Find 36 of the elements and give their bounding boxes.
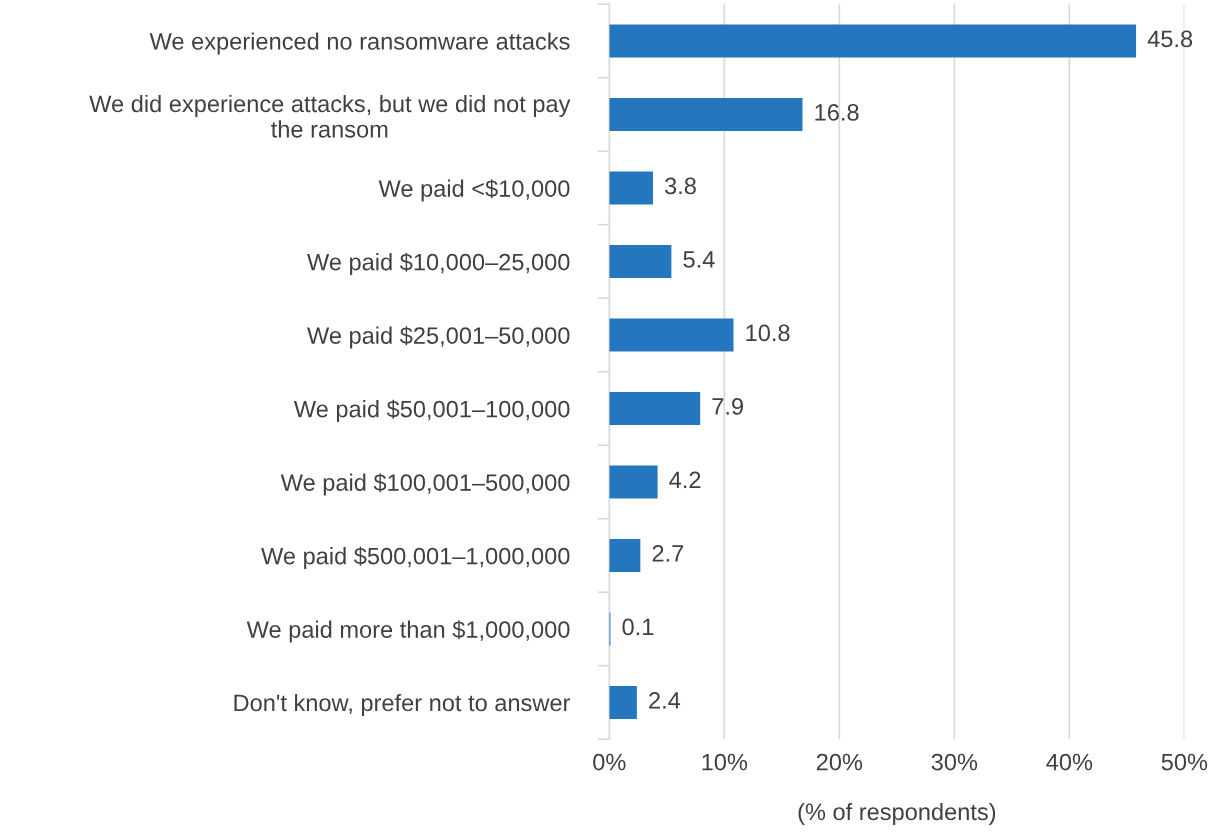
- y-tick-label: We did experience attacks, but we did not pay the ransom: [89, 94, 571, 138]
- x-tick-label: 40%: [1046, 753, 1093, 771]
- data-label: 10.8: [746, 324, 790, 342]
- data-label: 4.2: [669, 471, 701, 489]
- bar: [609, 465, 658, 499]
- y-tick-label: We paid $100,001–500,000: [280, 473, 570, 496]
- bar: [609, 318, 734, 352]
- data-label: 3.8: [665, 177, 696, 195]
- bar: [609, 244, 672, 278]
- y-tick-label: We paid $10,000–25,000: [307, 252, 570, 276]
- data-label: 7.9: [712, 398, 743, 415]
- bar: [609, 24, 1137, 58]
- bar: [609, 391, 701, 425]
- y-tick-label: We paid more than $1,000,000: [246, 620, 570, 643]
- bar: [609, 685, 637, 719]
- data-label: 0.1: [622, 618, 654, 636]
- y-tick-label: We paid $25,001–50,000: [307, 326, 570, 349]
- data-label: 5.4: [683, 251, 715, 268]
- y-tick-label: We paid $50,001–100,000: [293, 399, 570, 423]
- data-label: 45.8: [1147, 30, 1193, 48]
- data-label: 2.7: [652, 545, 684, 562]
- x-axis-title: (% of respondents): [798, 802, 996, 825]
- bar: [609, 97, 803, 131]
- data-label: 16.8: [815, 104, 859, 121]
- x-tick-label: 50%: [1161, 753, 1208, 771]
- y-tick-label: We paid <$10,000: [378, 179, 570, 202]
- y-tick-label: We paid $500,001–1,000,000: [261, 546, 570, 570]
- bar: [609, 538, 641, 572]
- x-tick-label: 20%: [816, 753, 863, 771]
- y-tick-label: Don't know, prefer not to answer: [234, 693, 571, 716]
- x-tick-label: 0%: [593, 753, 626, 771]
- x-tick-label: 30%: [931, 753, 978, 771]
- data-label: 2.4: [649, 692, 681, 709]
- bar: [609, 171, 653, 205]
- y-tick-label: We experienced no ransomware attacks: [149, 32, 570, 55]
- x-tick-label: 10%: [702, 753, 748, 771]
